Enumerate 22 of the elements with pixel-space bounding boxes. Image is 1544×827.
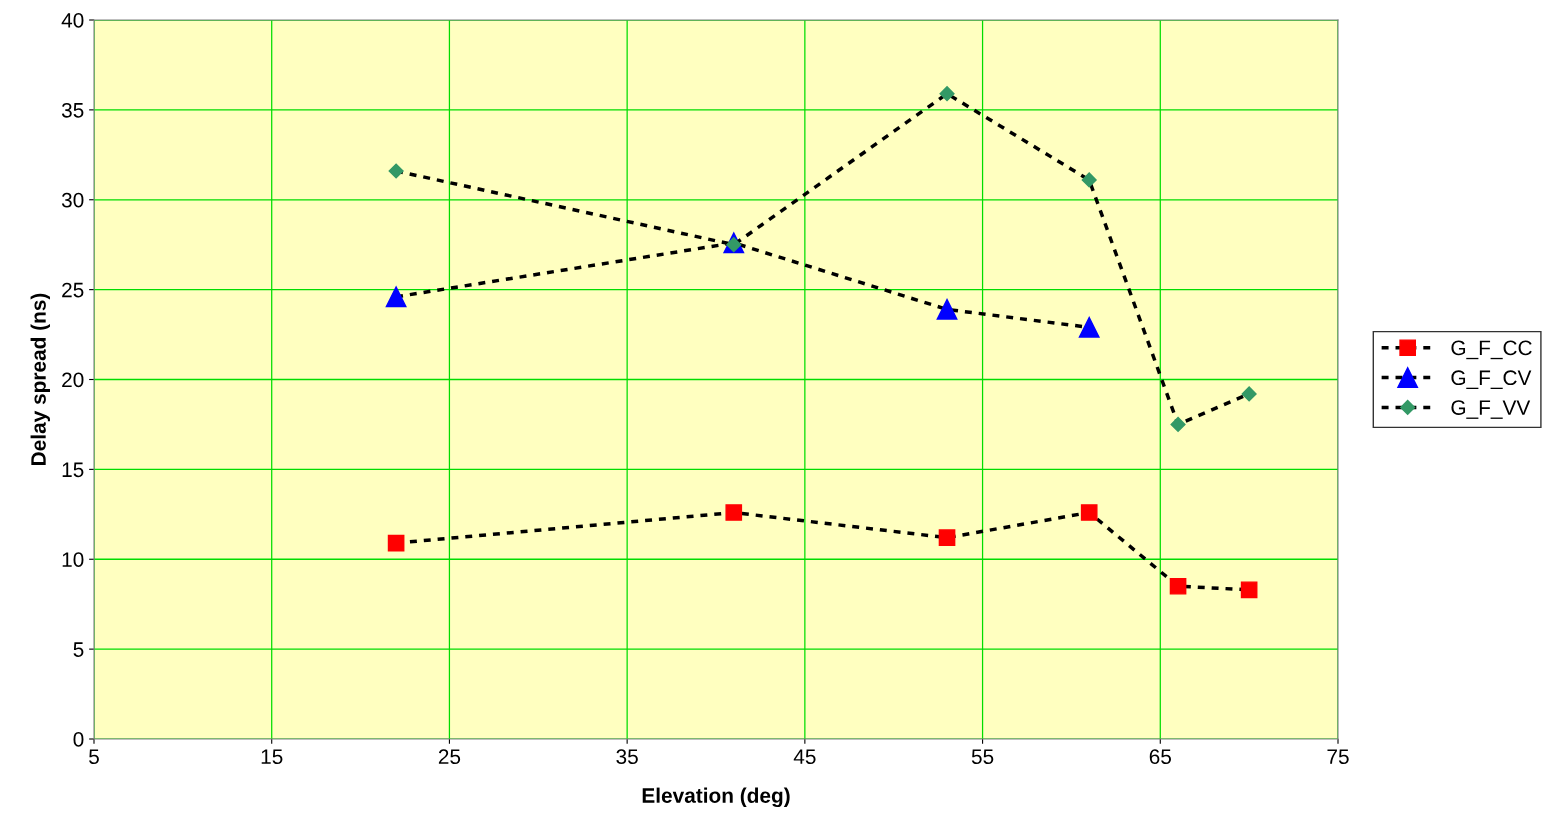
legend-label: G_F_CC — [1451, 340, 1532, 360]
y-tick-label: 10 — [62, 552, 84, 567]
y-tick-label: 40 — [61, 13, 84, 28]
y-axis-title: Delay spread (ns) — [30, 293, 50, 465]
x-axis-title: Elevation (deg) — [642, 787, 790, 808]
y-tick-label: 0 — [73, 732, 84, 747]
y-tick-label: 35 — [61, 102, 84, 118]
x-tick-label: 55 — [971, 749, 994, 765]
legend-label: G_F_VV — [1451, 400, 1531, 419]
x-tick-label: 65 — [1149, 749, 1171, 765]
x-tick-label: 45 — [793, 749, 816, 765]
x-tick-label: 75 — [1327, 749, 1349, 765]
x-tick-label: 25 — [438, 749, 461, 765]
y-tick-label: 20 — [62, 372, 84, 388]
y-tick-label: 30 — [61, 192, 84, 208]
x-tick-label: 35 — [616, 749, 638, 765]
x-tick-label: 5 — [89, 749, 99, 765]
y-tick-label: 25 — [62, 282, 84, 298]
y-tick-label: 15 — [62, 462, 84, 478]
x-tick-label: 15 — [261, 749, 283, 765]
y-tick-label: 5 — [73, 642, 84, 657]
legend-label: G_F_CV — [1451, 370, 1532, 390]
